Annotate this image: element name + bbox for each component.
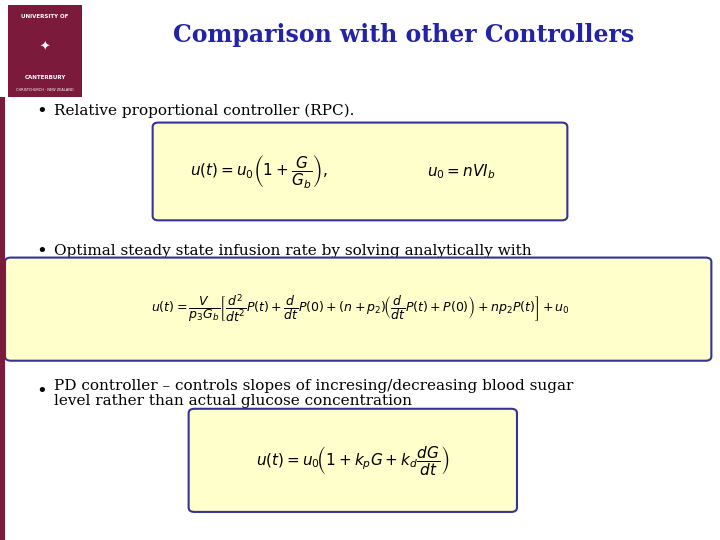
Text: Optimal steady state infusion rate by solving analytically with: Optimal steady state infusion rate by so… bbox=[54, 244, 531, 258]
FancyBboxPatch shape bbox=[153, 123, 567, 220]
Bar bbox=[4, 5, 86, 97]
Text: •: • bbox=[36, 242, 47, 260]
Text: $u(t)=u_0\!\left(1+k_p G+k_d\dfrac{dG}{dt}\right)$: $u(t)=u_0\!\left(1+k_p G+k_d\dfrac{dG}{d… bbox=[256, 444, 449, 477]
Text: UNIVERSITY OF: UNIVERSITY OF bbox=[22, 14, 68, 19]
Text: •: • bbox=[36, 102, 47, 120]
Text: Comparison with other Controllers: Comparison with other Controllers bbox=[173, 23, 634, 47]
FancyBboxPatch shape bbox=[189, 409, 517, 512]
Text: $u(t)=u_0\left(1+\dfrac{G}{G_b}\right),$: $u(t)=u_0\left(1+\dfrac{G}{G_b}\right),$ bbox=[191, 153, 328, 190]
Text: Relative proportional controller (RPC).: Relative proportional controller (RPC). bbox=[54, 104, 354, 118]
Bar bbox=[0, 97, 5, 540]
Text: ✦: ✦ bbox=[40, 40, 50, 53]
Text: CHRISTCHURCH · NEW ZEALAND: CHRISTCHURCH · NEW ZEALAND bbox=[16, 88, 74, 92]
Text: CANTERBURY: CANTERBURY bbox=[24, 75, 66, 79]
Bar bbox=[82, 5, 86, 97]
Text: $u(t)=\dfrac{V}{p_3 G_b}\left[\dfrac{d^2}{dt^2}P(t)+\dfrac{d}{dt}P(0)+(n+p_2)\!\: $u(t)=\dfrac{V}{p_3 G_b}\left[\dfrac{d^2… bbox=[150, 293, 570, 326]
Text: level rather than actual glucose concentration: level rather than actual glucose concent… bbox=[54, 394, 412, 408]
FancyBboxPatch shape bbox=[5, 258, 711, 361]
Text: •: • bbox=[36, 382, 47, 401]
Text: $u_0=nVI_b$: $u_0=nVI_b$ bbox=[426, 162, 495, 181]
Text: PD controller – controls slopes of incresing/decreasing blood sugar: PD controller – controls slopes of incre… bbox=[54, 379, 573, 393]
Bar bbox=[4, 5, 8, 97]
